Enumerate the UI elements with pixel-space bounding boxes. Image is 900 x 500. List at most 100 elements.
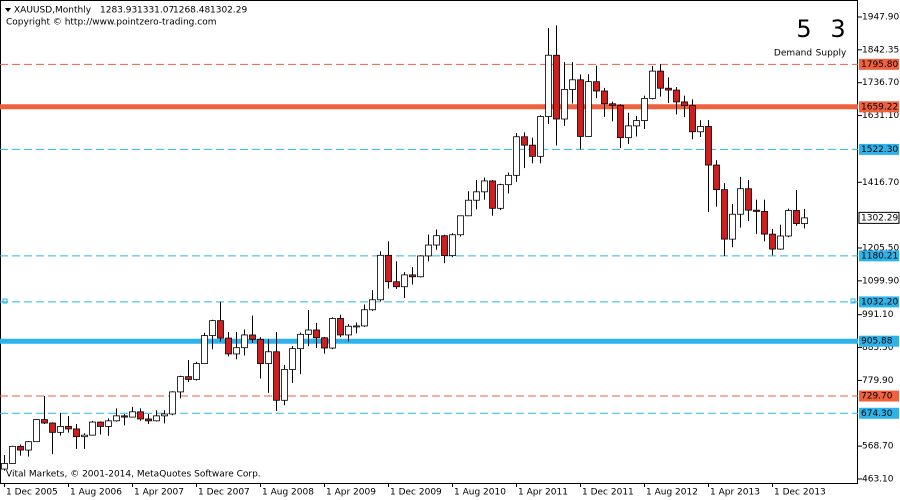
candle-body — [649, 70, 656, 99]
candle-body — [553, 54, 560, 120]
candle-body — [353, 325, 360, 328]
x-tick-label: 1 Dec 2007 — [198, 488, 250, 498]
level-label-box — [859, 296, 899, 308]
candle-body — [657, 70, 664, 89]
candle-body — [625, 125, 632, 139]
y-tick-label: 1947.90 — [862, 12, 899, 22]
x-tick-label: 1 Dec 2005 — [6, 488, 58, 498]
candle-body — [17, 445, 24, 451]
candle-body — [713, 164, 720, 191]
candle-body — [233, 347, 240, 355]
supply-count: 3 — [830, 15, 845, 43]
candle-body — [121, 415, 128, 418]
candle-body — [193, 363, 200, 380]
supply-label: Supply — [816, 49, 847, 59]
candle-body — [577, 79, 584, 137]
candle-body — [673, 89, 680, 103]
level-label: 1032.20 — [861, 297, 898, 307]
candle-body — [201, 335, 208, 364]
candle-body — [129, 411, 136, 418]
x-tick-label: 1 Apr 2007 — [134, 488, 184, 498]
candle-body — [209, 320, 216, 336]
candle-body — [457, 215, 464, 236]
candle-body — [777, 235, 784, 250]
x-tick-label: 1 Aug 2012 — [646, 488, 698, 498]
candle-body — [249, 334, 256, 340]
candle-body — [9, 445, 16, 464]
y-tick-label: 1631.10 — [862, 111, 899, 121]
candle-body — [601, 90, 608, 105]
candle-body — [641, 98, 648, 121]
candle-body — [241, 334, 248, 349]
x-tick-label: 1 Apr 2009 — [326, 488, 376, 498]
candle-body — [273, 351, 280, 401]
candle-body — [25, 441, 32, 451]
y-tick-label: 463.10 — [862, 474, 894, 484]
candle-body — [737, 188, 744, 215]
candle-body — [289, 348, 296, 370]
x-tick-label: 1 Aug 2010 — [454, 488, 506, 498]
candle-body — [145, 418, 152, 422]
demand-count: 5 — [796, 15, 811, 43]
candle-body — [97, 421, 104, 427]
candle-body — [561, 89, 568, 120]
candle-body — [33, 419, 40, 443]
candle-body — [169, 391, 176, 415]
candle-body — [41, 419, 48, 424]
x-tick-label: 1 Apr 2011 — [518, 488, 568, 498]
candle-body — [225, 337, 232, 355]
candle-body — [793, 210, 800, 224]
menu-arrow — [5, 8, 11, 12]
ohlc-close: 1302.29 — [210, 6, 247, 16]
candle-body — [49, 422, 56, 433]
candle-body — [433, 235, 440, 246]
candle-body — [257, 338, 264, 364]
candle-body — [113, 415, 120, 422]
candle-body — [753, 209, 760, 212]
level-label-box — [859, 250, 899, 262]
candle-body — [137, 411, 144, 420]
candle-body — [473, 191, 480, 201]
candle-body — [153, 415, 160, 422]
candle-body — [89, 421, 96, 436]
level-label-box — [859, 101, 899, 113]
candle-body — [729, 213, 736, 240]
x-tick-label: 1 Apr 2013 — [710, 488, 760, 498]
candle-body — [1, 463, 8, 470]
candle-body — [529, 144, 536, 157]
line-anchor — [2, 298, 8, 304]
x-tick-label: 1 Dec 2009 — [390, 488, 442, 498]
level-label: 1180.21 — [861, 251, 898, 261]
candle-body — [425, 244, 432, 257]
candle-body — [521, 136, 528, 146]
x-tick-label: 1 Aug 2006 — [70, 488, 122, 498]
candle-body — [281, 369, 288, 401]
y-tick-label: 1416.70 — [862, 178, 899, 188]
candle-body — [489, 180, 496, 209]
ohlc-open: 1283.93 — [100, 6, 137, 16]
candle-body — [105, 420, 112, 427]
candle-body — [361, 309, 368, 327]
candle-body — [593, 81, 600, 92]
y-tick-label: 1736.70 — [862, 78, 899, 88]
footer: Vital Markets, © 2001-2014, MetaQuotes S… — [6, 470, 261, 480]
y-tick-label: 568.70 — [862, 442, 894, 452]
level-label: 1795.80 — [861, 60, 898, 70]
candle-body — [513, 136, 520, 176]
y-tick-label: 885.50 — [862, 343, 894, 353]
candle-body — [377, 254, 384, 301]
candle-body — [265, 351, 272, 364]
candle-body — [681, 101, 688, 107]
x-tick-label: 1 Aug 2008 — [262, 488, 314, 498]
y-tick-label: 779.90 — [862, 376, 894, 386]
candle-body — [401, 274, 408, 288]
candle-body — [393, 281, 400, 288]
candle-body — [185, 376, 192, 380]
candle-body — [545, 54, 552, 117]
candle-body — [337, 318, 344, 336]
level-label-box — [859, 335, 899, 347]
candle-body — [689, 105, 696, 133]
candle-body — [417, 255, 424, 278]
